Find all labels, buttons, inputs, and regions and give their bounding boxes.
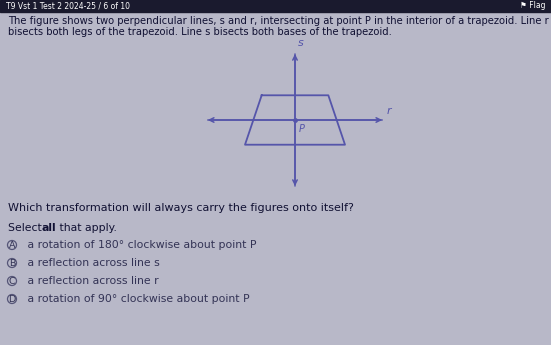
Text: r: r xyxy=(387,106,392,116)
Text: bisects both legs of the trapezoid. Line s bisects both bases of the trapezoid.: bisects both legs of the trapezoid. Line… xyxy=(8,27,392,37)
Text: a reflection across line s: a reflection across line s xyxy=(24,258,160,268)
Text: a rotation of 180° clockwise about point P: a rotation of 180° clockwise about point… xyxy=(24,240,257,250)
Text: B: B xyxy=(9,258,15,267)
Text: all: all xyxy=(41,223,56,233)
Text: Select: Select xyxy=(8,223,45,233)
Bar xyxy=(0,0,551,12)
Text: C: C xyxy=(9,276,15,286)
Text: A: A xyxy=(9,240,15,249)
Text: D: D xyxy=(8,295,15,304)
Text: a reflection across line r: a reflection across line r xyxy=(24,276,159,286)
Text: ⚑ Flag: ⚑ Flag xyxy=(520,1,545,10)
Text: a rotation of 90° clockwise about point P: a rotation of 90° clockwise about point … xyxy=(24,294,250,304)
Text: s: s xyxy=(298,38,304,48)
Text: P: P xyxy=(298,125,304,135)
Text: that apply.: that apply. xyxy=(56,223,117,233)
Text: The figure shows two perpendicular lines, s and r, intersecting at point P in th: The figure shows two perpendicular lines… xyxy=(8,16,551,26)
Text: Which transformation will always carry the figures onto itself?: Which transformation will always carry t… xyxy=(8,203,354,213)
Text: T9 Vst 1 Test 2 2024-25 / 6 of 10: T9 Vst 1 Test 2 2024-25 / 6 of 10 xyxy=(6,1,130,10)
